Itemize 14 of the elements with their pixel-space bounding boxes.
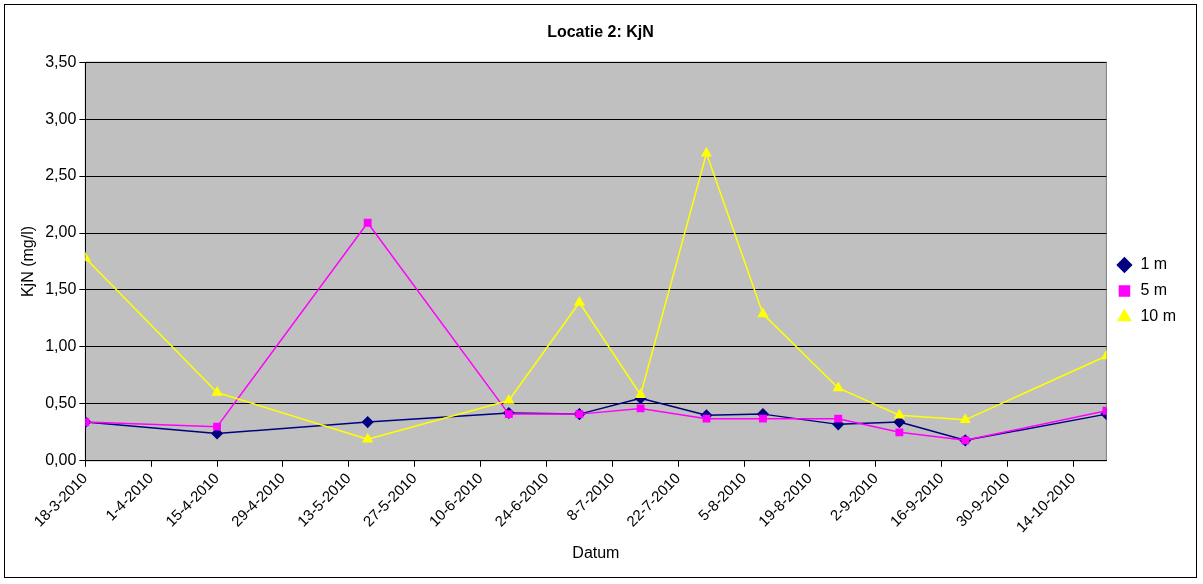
legend-label: 10 m <box>1140 307 1177 325</box>
x-axis-title: Datum <box>572 543 620 561</box>
legend-label: 1 m <box>1140 255 1168 273</box>
y-tick-label: 2,50 <box>45 166 77 184</box>
y-tick-label: 0,50 <box>45 394 77 412</box>
y-tick-label: 3,00 <box>45 109 77 127</box>
y-axis-title: KjN (mg/l) <box>19 225 37 298</box>
y-tick-label: 1,50 <box>45 280 77 298</box>
legend-label: 5 m <box>1140 281 1168 299</box>
y-tick-label: 1,00 <box>45 337 77 355</box>
y-tick-label: 3,50 <box>45 52 77 70</box>
y-tick-label: 0,00 <box>45 451 77 469</box>
chart-title: Locatie 2: KjN <box>547 23 654 41</box>
y-tick-label: 2,00 <box>45 223 77 241</box>
